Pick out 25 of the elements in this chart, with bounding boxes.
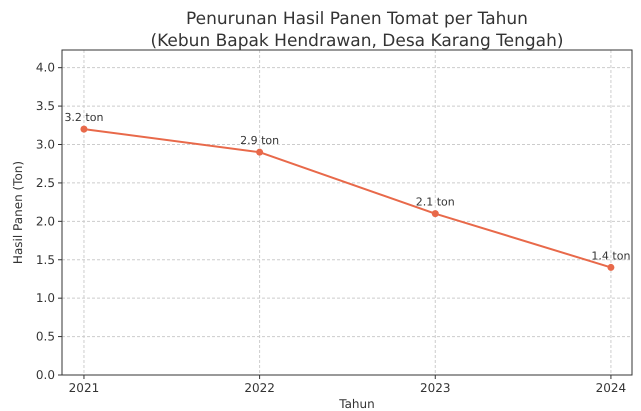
x-tick-label: 2023 bbox=[420, 381, 451, 395]
y-tick-label: 2.5 bbox=[36, 176, 55, 190]
y-tick-label: 1.5 bbox=[36, 252, 55, 267]
chart-subtitle: (Kebun Bapak Hendrawan, Desa Karang Tengah) bbox=[150, 31, 564, 51]
data-label: 2.9 ton bbox=[240, 134, 280, 148]
data-label: 3.2 ton bbox=[64, 111, 104, 124]
y-tick-label: 0.0 bbox=[36, 368, 55, 382]
x-axis-title: Tahun bbox=[338, 397, 375, 411]
x-tick-label: 2022 bbox=[244, 381, 275, 395]
point bbox=[432, 210, 439, 218]
y-tick-label: 0.5 bbox=[36, 330, 55, 344]
point bbox=[256, 148, 264, 156]
data-label: 1.4 ton bbox=[591, 249, 630, 262]
point bbox=[607, 264, 614, 271]
chart-title: Penurunan Hasil Panen Tomat per Tahun bbox=[186, 9, 528, 29]
x-tick-label: 2021 bbox=[68, 381, 100, 395]
y-tick-label: 1.0 bbox=[36, 291, 55, 306]
y-tick-label: 3.0 bbox=[36, 138, 55, 152]
y-axis-title: Hasil Panen (Ton) bbox=[11, 160, 25, 264]
y-tick-label: 2.0 bbox=[36, 214, 55, 228]
point bbox=[80, 126, 88, 133]
x-tick-label: 2024 bbox=[596, 381, 626, 395]
y-tick-label: 3.5 bbox=[36, 99, 55, 114]
data-label: 2.1 ton bbox=[416, 196, 455, 209]
y-tick-label: 4.0 bbox=[36, 60, 55, 75]
